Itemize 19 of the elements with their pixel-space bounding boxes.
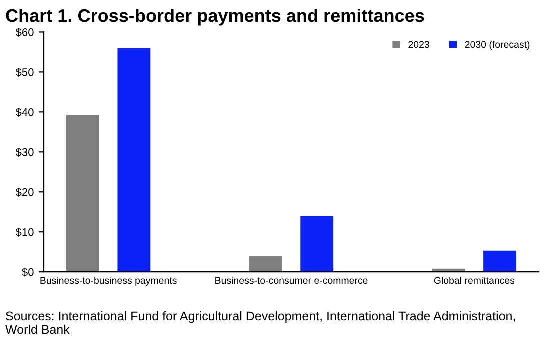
bar	[66, 114, 100, 272]
bar	[300, 216, 334, 272]
source-note: Sources: International Fund for Agricultural Development, International Trade Administration, World Bank	[6, 311, 516, 334]
y-tick-label: $10	[16, 228, 34, 237]
y-tick-label: $0	[22, 268, 34, 277]
bar	[118, 48, 151, 272]
y-tick-label: $60	[16, 28, 34, 38]
bar	[484, 250, 516, 272]
y-tick-label: $20	[16, 188, 34, 197]
legend-label: 2023	[408, 41, 430, 48]
y-tick-label: $40	[16, 108, 34, 117]
y-tick-label: $30	[16, 148, 34, 157]
y-tick-label: $50	[16, 68, 34, 77]
legend-label: 2030 (forecast)	[465, 40, 530, 50]
x-tick-label: Global remittances	[434, 276, 515, 284]
x-tick-label: Business-to-business payments	[40, 276, 177, 286]
chart-title: Chart 1. Cross-border payments and remittances	[6, 8, 424, 26]
x-tick-label: Business-to-consumer e-commerce	[216, 276, 368, 284]
bar	[249, 256, 282, 272]
